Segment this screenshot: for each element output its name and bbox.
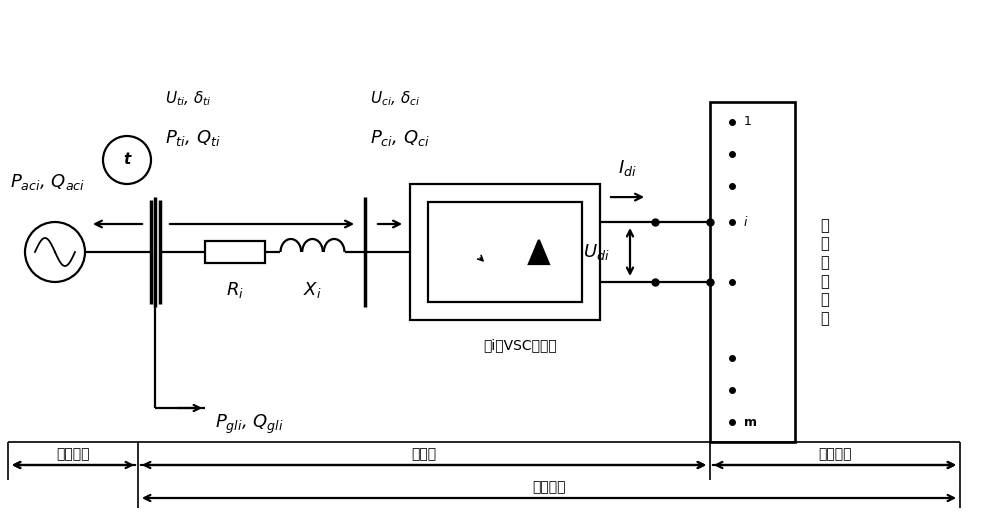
Text: $P_{gli}$, $Q_{gli}$: $P_{gli}$, $Q_{gli}$ [215,413,284,436]
Text: $P_{ci}$, $Q_{ci}$: $P_{ci}$, $Q_{ci}$ [370,128,430,148]
Text: $U_{ci}$, $\delta_{ci}$: $U_{ci}$, $\delta_{ci}$ [370,89,420,108]
Text: $P_{aci}$, $Q_{aci}$: $P_{aci}$, $Q_{aci}$ [10,172,85,192]
Text: m: m [744,416,757,428]
Text: 换流站: 换流站 [411,447,437,461]
Text: 直流网络: 直流网络 [818,447,852,461]
Bar [428,202,582,302]
Text: t: t [123,153,131,167]
Text: 直流系统: 直流系统 [532,480,566,494]
Text: $I_{di}$: $I_{di}$ [618,158,637,178]
Bar [205,241,265,263]
Bar [710,102,795,442]
Text: $R_{i}$: $R_{i}$ [226,280,244,300]
Text: 立i个VSC换流器: 立i个VSC换流器 [483,338,557,352]
Text: $U_{ti}$, $\delta_{ti}$: $U_{ti}$, $\delta_{ti}$ [165,89,212,108]
Text: 交流系统: 交流系统 [56,447,90,461]
Bar [410,184,600,320]
Polygon shape [529,240,549,264]
Text: 直
流
输
电
网
络: 直 流 输 电 网 络 [821,218,829,326]
Text: $U_{di}$: $U_{di}$ [583,242,610,262]
Text: 1: 1 [744,116,752,128]
Text: $P_{ti}$, $Q_{ti}$: $P_{ti}$, $Q_{ti}$ [165,128,221,148]
Text: $X_{i}$: $X_{i}$ [303,280,322,300]
Text: i: i [744,216,748,228]
